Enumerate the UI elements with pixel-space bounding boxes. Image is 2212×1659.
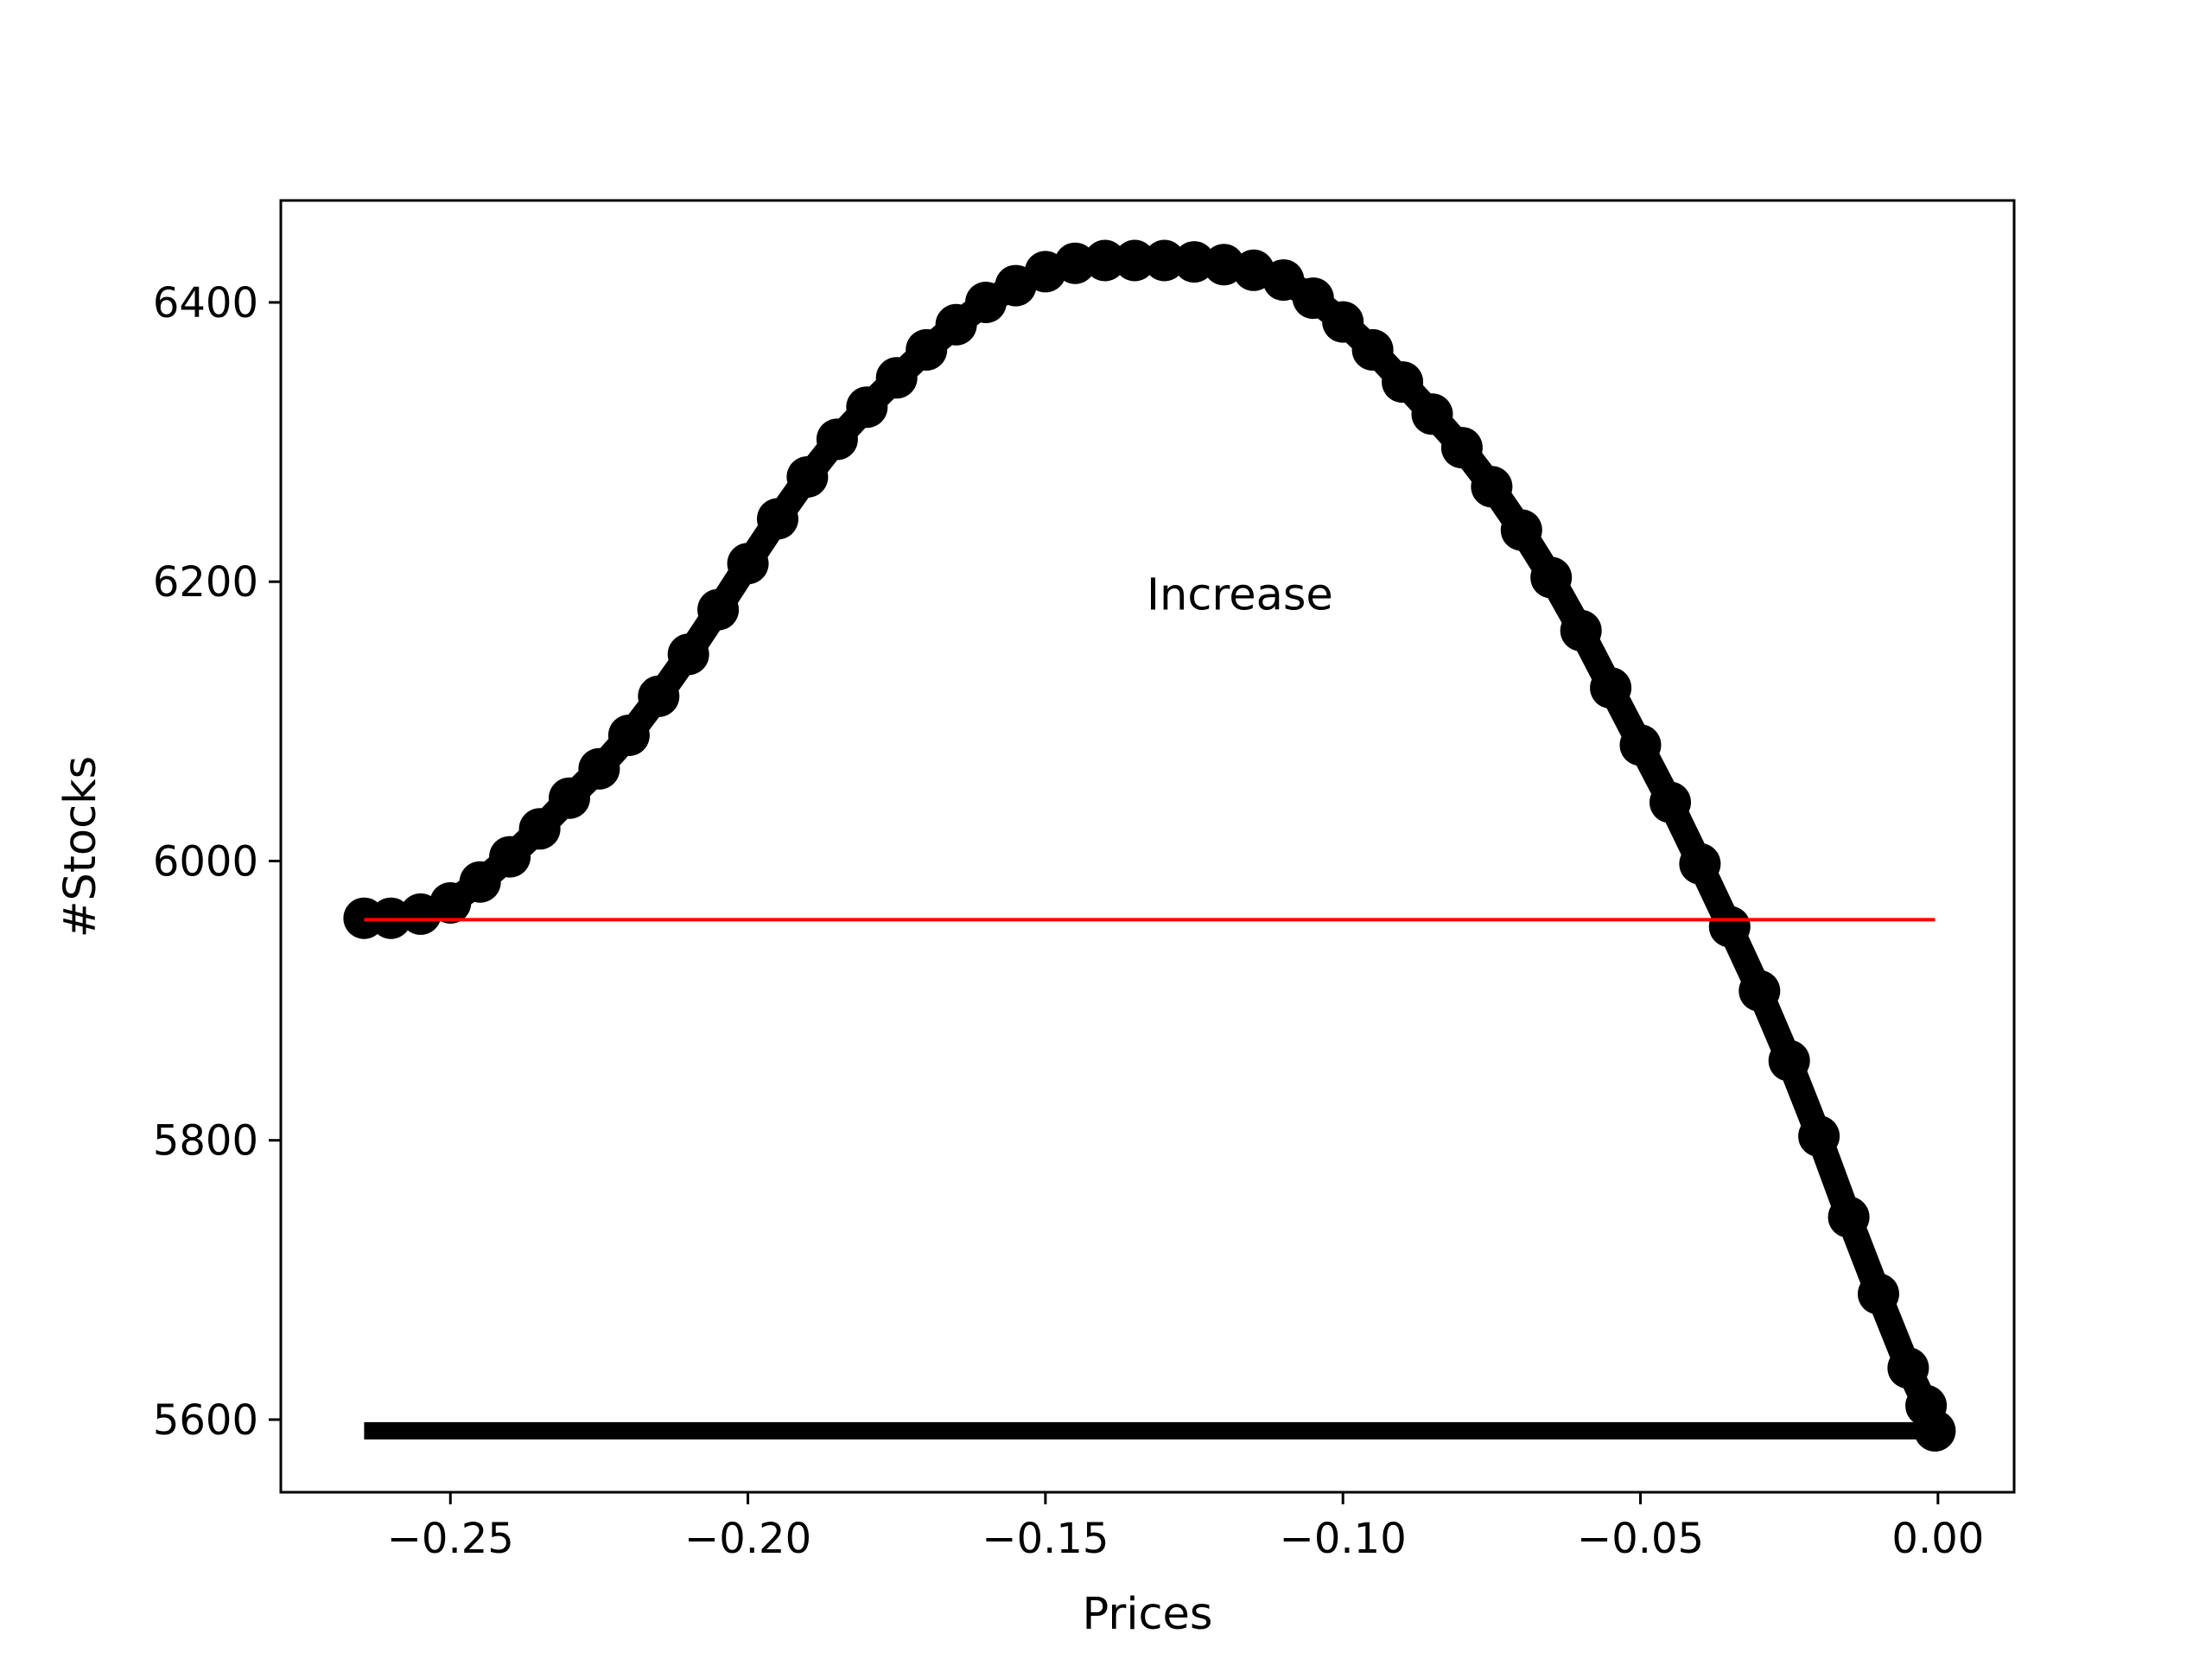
series-point	[906, 328, 948, 371]
series-point	[1858, 1273, 1899, 1315]
series-point	[1827, 1196, 1870, 1238]
plot-area-frame	[279, 199, 2016, 1494]
series-point	[1768, 1039, 1810, 1082]
series-point	[727, 543, 769, 585]
series-point	[1708, 906, 1751, 948]
series-point	[638, 675, 680, 717]
y-tick-label: 5600	[153, 1396, 258, 1445]
y-tick-label: 6400	[153, 279, 258, 327]
series-point	[1500, 509, 1542, 551]
series-point	[1798, 1115, 1840, 1157]
series-point	[1590, 667, 1632, 709]
series-point	[578, 747, 620, 790]
series-point	[1530, 556, 1573, 599]
series-point	[1084, 239, 1126, 282]
series-point	[1411, 393, 1453, 435]
series-point	[1054, 242, 1096, 284]
series-point	[935, 303, 977, 346]
series-point	[607, 715, 650, 756]
series-point	[786, 456, 829, 498]
x-axis-label: Prices	[1083, 1589, 1213, 1640]
series-point	[429, 882, 472, 924]
series-point	[549, 777, 590, 819]
series-point	[1351, 328, 1394, 371]
series-point	[1560, 609, 1602, 652]
series-point	[1173, 241, 1216, 283]
y-tick-label: 6000	[153, 837, 258, 886]
annotation-layer: Increase	[1147, 570, 1333, 621]
x-axis: −0.25 −0.20 −0.15 −0.10 −0.05 0.00	[387, 1492, 1984, 1563]
series-point	[697, 588, 740, 631]
series-point	[1262, 259, 1305, 302]
series-point	[518, 808, 561, 850]
series-point	[1143, 239, 1185, 282]
y-axis-label: #Stocks	[55, 756, 106, 938]
series-point	[1679, 842, 1721, 885]
series-point	[1382, 361, 1424, 404]
series-point	[1619, 724, 1662, 766]
series-point	[1114, 239, 1156, 282]
x-tick-label: −0.20	[684, 1515, 811, 1563]
series-point	[816, 418, 858, 461]
series-point	[459, 861, 501, 903]
series-point	[875, 357, 918, 399]
x-tick-label: −0.15	[982, 1515, 1109, 1563]
series-point	[1440, 427, 1483, 469]
y-tick-label: 6200	[153, 558, 258, 607]
series-point	[1322, 301, 1364, 343]
series-point	[1738, 969, 1781, 1012]
series-point	[1887, 1347, 1929, 1389]
series-point	[667, 633, 709, 676]
y-tick-label: 5800	[153, 1117, 258, 1166]
y-axis: 5600 5800 6000 6200 6400	[153, 279, 281, 1445]
series-point	[1292, 277, 1334, 320]
series-point	[846, 386, 888, 429]
annotation-text: Increase	[1147, 570, 1333, 621]
series-point	[1649, 781, 1691, 823]
x-tick-label: −0.05	[1577, 1515, 1704, 1563]
series-point	[757, 498, 798, 540]
series-point	[1471, 466, 1513, 508]
x-tick-label: −0.25	[387, 1515, 514, 1563]
series-point	[489, 836, 531, 878]
x-tick-label: 0.00	[1891, 1515, 1984, 1563]
x-tick-label: −0.10	[1280, 1515, 1407, 1563]
series-layer	[343, 239, 1956, 1452]
